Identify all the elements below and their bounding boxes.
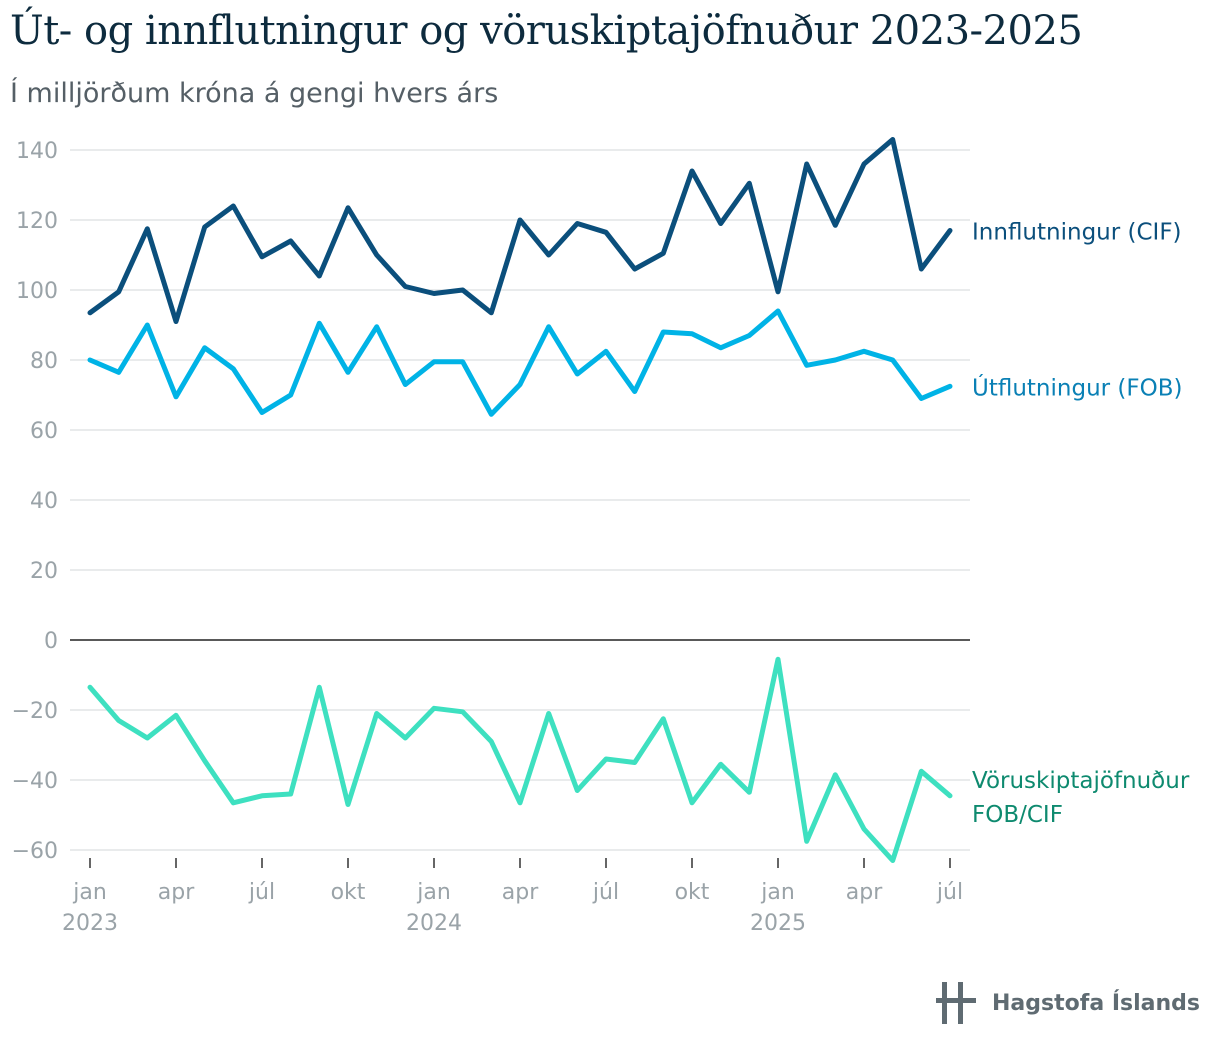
x-tick-label: júl (592, 880, 619, 905)
x-tick-label: okt (331, 880, 366, 905)
x-tick-label: júl (248, 880, 275, 905)
footer-logo: Hagstofa Íslands (934, 978, 1200, 1028)
y-tick-label: −60 (12, 839, 58, 864)
hagstofa-logo-icon (936, 982, 977, 1024)
series-label: Útflutningur (FOB) (972, 373, 1182, 401)
x-tick-label: júl (936, 880, 963, 905)
x-tick-year-label: 2023 (62, 911, 118, 936)
y-tick-label: 80 (30, 349, 58, 374)
series-label: Vöruskiptajöfnuður (972, 768, 1190, 794)
x-tick-label: jan (760, 880, 795, 905)
y-tick-label: 140 (16, 139, 58, 164)
series-label: Innflutningur (CIF) (972, 220, 1182, 246)
y-tick-label: 60 (30, 419, 58, 444)
series-line-2 (87, 656, 953, 863)
x-tick-label: apr (846, 880, 883, 905)
grid-layer (70, 149, 970, 851)
y-tick-label: 120 (16, 209, 58, 234)
x-tick-label: apr (158, 880, 195, 905)
series-label: FOB/CIF (972, 802, 1063, 828)
y-tick-label: −20 (12, 699, 58, 724)
x-tick-label: okt (675, 880, 710, 905)
chart-title: Út- og innflutningur og vöruskiptajöfnuð… (10, 8, 1083, 54)
series-line-1 (87, 308, 953, 417)
series-label-layer: Innflutningur (CIF) Útflutningur (FOB) Vör… (972, 220, 1190, 828)
y-tick-label: 0 (44, 629, 58, 654)
y-tick-label: −40 (12, 769, 58, 794)
series-layer (87, 137, 953, 863)
y-tick-label: 100 (16, 279, 58, 304)
x-tick-label: apr (502, 880, 539, 905)
y-tick-label: 20 (30, 559, 58, 584)
source-label: Hagstofa Íslands (992, 990, 1200, 1016)
series-line-0 (87, 137, 953, 324)
x-tick-label: jan (416, 880, 451, 905)
axis-layer: 140 120 100 80 60 40 20 0 −20 −40 −60 jan 2023 apr júl… (12, 139, 964, 936)
x-tick-year-label: 2025 (750, 911, 806, 936)
x-tick-label: jan (72, 880, 107, 905)
chart-subtitle: Í milljörðum króna á gengi hvers árs (10, 78, 499, 109)
y-tick-label: 40 (30, 489, 58, 514)
x-tick-year-label: 2024 (406, 911, 462, 936)
